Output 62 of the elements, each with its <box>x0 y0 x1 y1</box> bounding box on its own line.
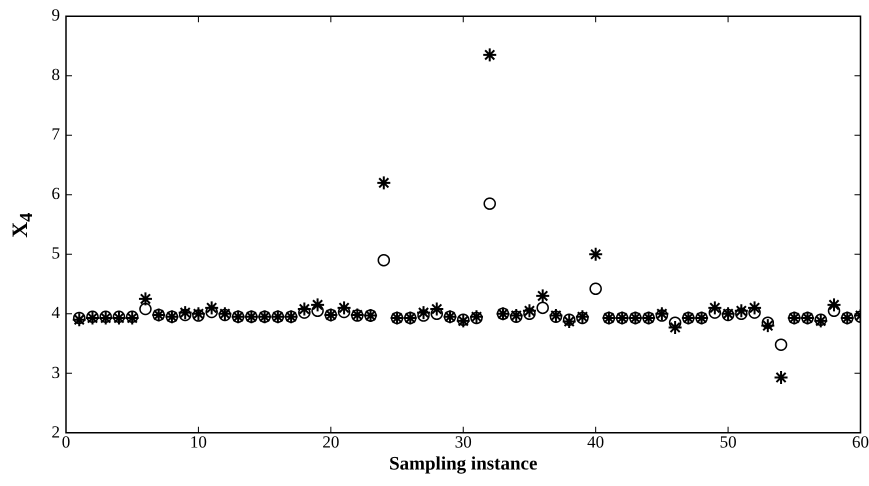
point <box>338 306 350 318</box>
point <box>762 316 774 329</box>
y-tick-label: 9 <box>52 6 60 25</box>
point <box>747 300 762 316</box>
point <box>826 297 842 312</box>
point <box>192 309 205 322</box>
point <box>178 305 193 320</box>
y-tick-label: 8 <box>52 65 60 84</box>
point <box>588 246 604 262</box>
x-tick-label: 50 <box>720 432 737 452</box>
point <box>562 313 576 326</box>
point <box>828 304 840 318</box>
x-tick-label: 20 <box>322 432 340 452</box>
y-tick-label: 5 <box>52 244 60 263</box>
x-tick-label: 10 <box>190 432 207 452</box>
point <box>429 302 444 317</box>
point <box>336 300 352 316</box>
y-tick-label: 6 <box>52 184 60 204</box>
x-tick-label: 40 <box>587 432 604 452</box>
point <box>535 288 550 304</box>
point <box>416 305 432 320</box>
point <box>708 306 722 319</box>
y-tick-label: 2 <box>52 422 60 442</box>
point <box>707 300 722 316</box>
point <box>417 309 430 322</box>
point <box>376 175 392 190</box>
point <box>310 297 326 312</box>
point <box>734 303 749 318</box>
point <box>296 302 312 317</box>
point <box>735 308 748 320</box>
point <box>311 304 324 318</box>
point <box>190 306 206 322</box>
point <box>205 306 218 318</box>
x-tick-label: 30 <box>454 432 472 452</box>
point <box>482 47 498 62</box>
point <box>760 318 776 334</box>
point <box>72 312 87 328</box>
y-tick-label: 7 <box>52 124 60 144</box>
point <box>204 300 220 316</box>
y-tick-label: 4 <box>52 303 60 322</box>
point <box>523 308 536 320</box>
point <box>298 306 311 319</box>
point <box>138 291 153 306</box>
x-axis-title: Sampling instance <box>389 454 538 475</box>
point <box>654 306 670 322</box>
point <box>774 338 788 351</box>
x-tick-label: 0 <box>62 432 70 452</box>
point <box>139 302 152 316</box>
x-tick-label: 60 <box>852 432 869 452</box>
point <box>178 308 192 322</box>
point <box>536 302 549 314</box>
point <box>522 303 537 318</box>
point <box>378 254 390 266</box>
point <box>483 197 496 210</box>
point <box>656 309 668 322</box>
point <box>72 312 86 324</box>
point <box>668 320 683 335</box>
point <box>562 314 577 330</box>
point <box>774 370 789 385</box>
point <box>589 282 602 296</box>
y-tick-label: 3 <box>52 362 60 382</box>
point <box>748 306 761 319</box>
